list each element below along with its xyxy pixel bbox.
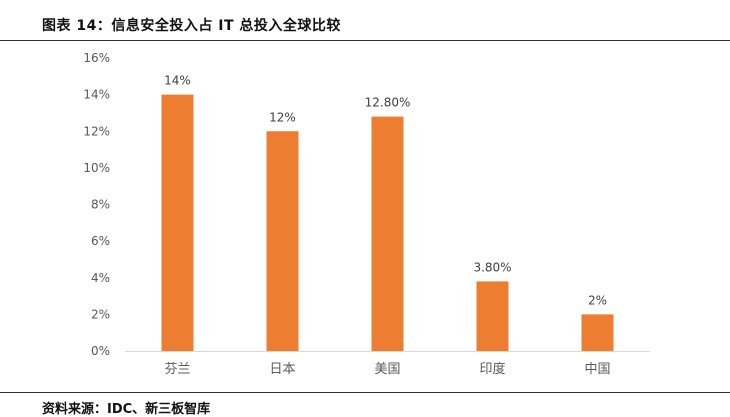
source-note: 资料来源：IDC、新三板智库 — [42, 402, 211, 417]
y-tick-label: 0% — [91, 344, 110, 358]
data-label: 3.80% — [473, 260, 511, 274]
bar-2 — [266, 131, 299, 351]
data-label: 14% — [164, 74, 191, 88]
y-tick-label: 14% — [83, 88, 110, 102]
y-tick-label: 6% — [91, 234, 110, 248]
y-tick-label: 4% — [91, 271, 110, 285]
y-tick-label: 16% — [83, 51, 110, 65]
y-tick-label: 10% — [83, 161, 110, 175]
y-tick-label: 12% — [83, 124, 110, 138]
data-label: 12.80% — [365, 96, 411, 110]
data-label: 12% — [269, 110, 296, 124]
bar-chart: 0% 2% 4% 6% 8% 10% 12% 14% 16% 14% 芬兰 12% 日本 12.80% 美国… — [83, 51, 650, 377]
bar-5 — [581, 314, 614, 351]
bar-1 — [161, 94, 194, 351]
bar-4 — [476, 281, 509, 351]
bar-3 — [371, 116, 404, 351]
title-bar: 图表 14：信息安全投入占 IT 总投入全球比较 — [0, 0, 730, 41]
data-label: 2% — [588, 293, 607, 307]
footer-bar: 资料来源：IDC、新三板智库 — [0, 392, 730, 417]
x-category-label: 中国 — [584, 362, 610, 377]
chart-title: 图表 14：信息安全投入占 IT 总投入全球比较 — [42, 18, 341, 34]
x-category-label: 日本 — [269, 362, 295, 377]
y-tick-label: 8% — [91, 198, 110, 212]
x-category-label: 芬兰 — [164, 362, 190, 377]
x-category-label: 美国 — [374, 362, 400, 377]
x-category-label: 印度 — [479, 361, 505, 377]
y-tick-label: 2% — [91, 307, 110, 321]
